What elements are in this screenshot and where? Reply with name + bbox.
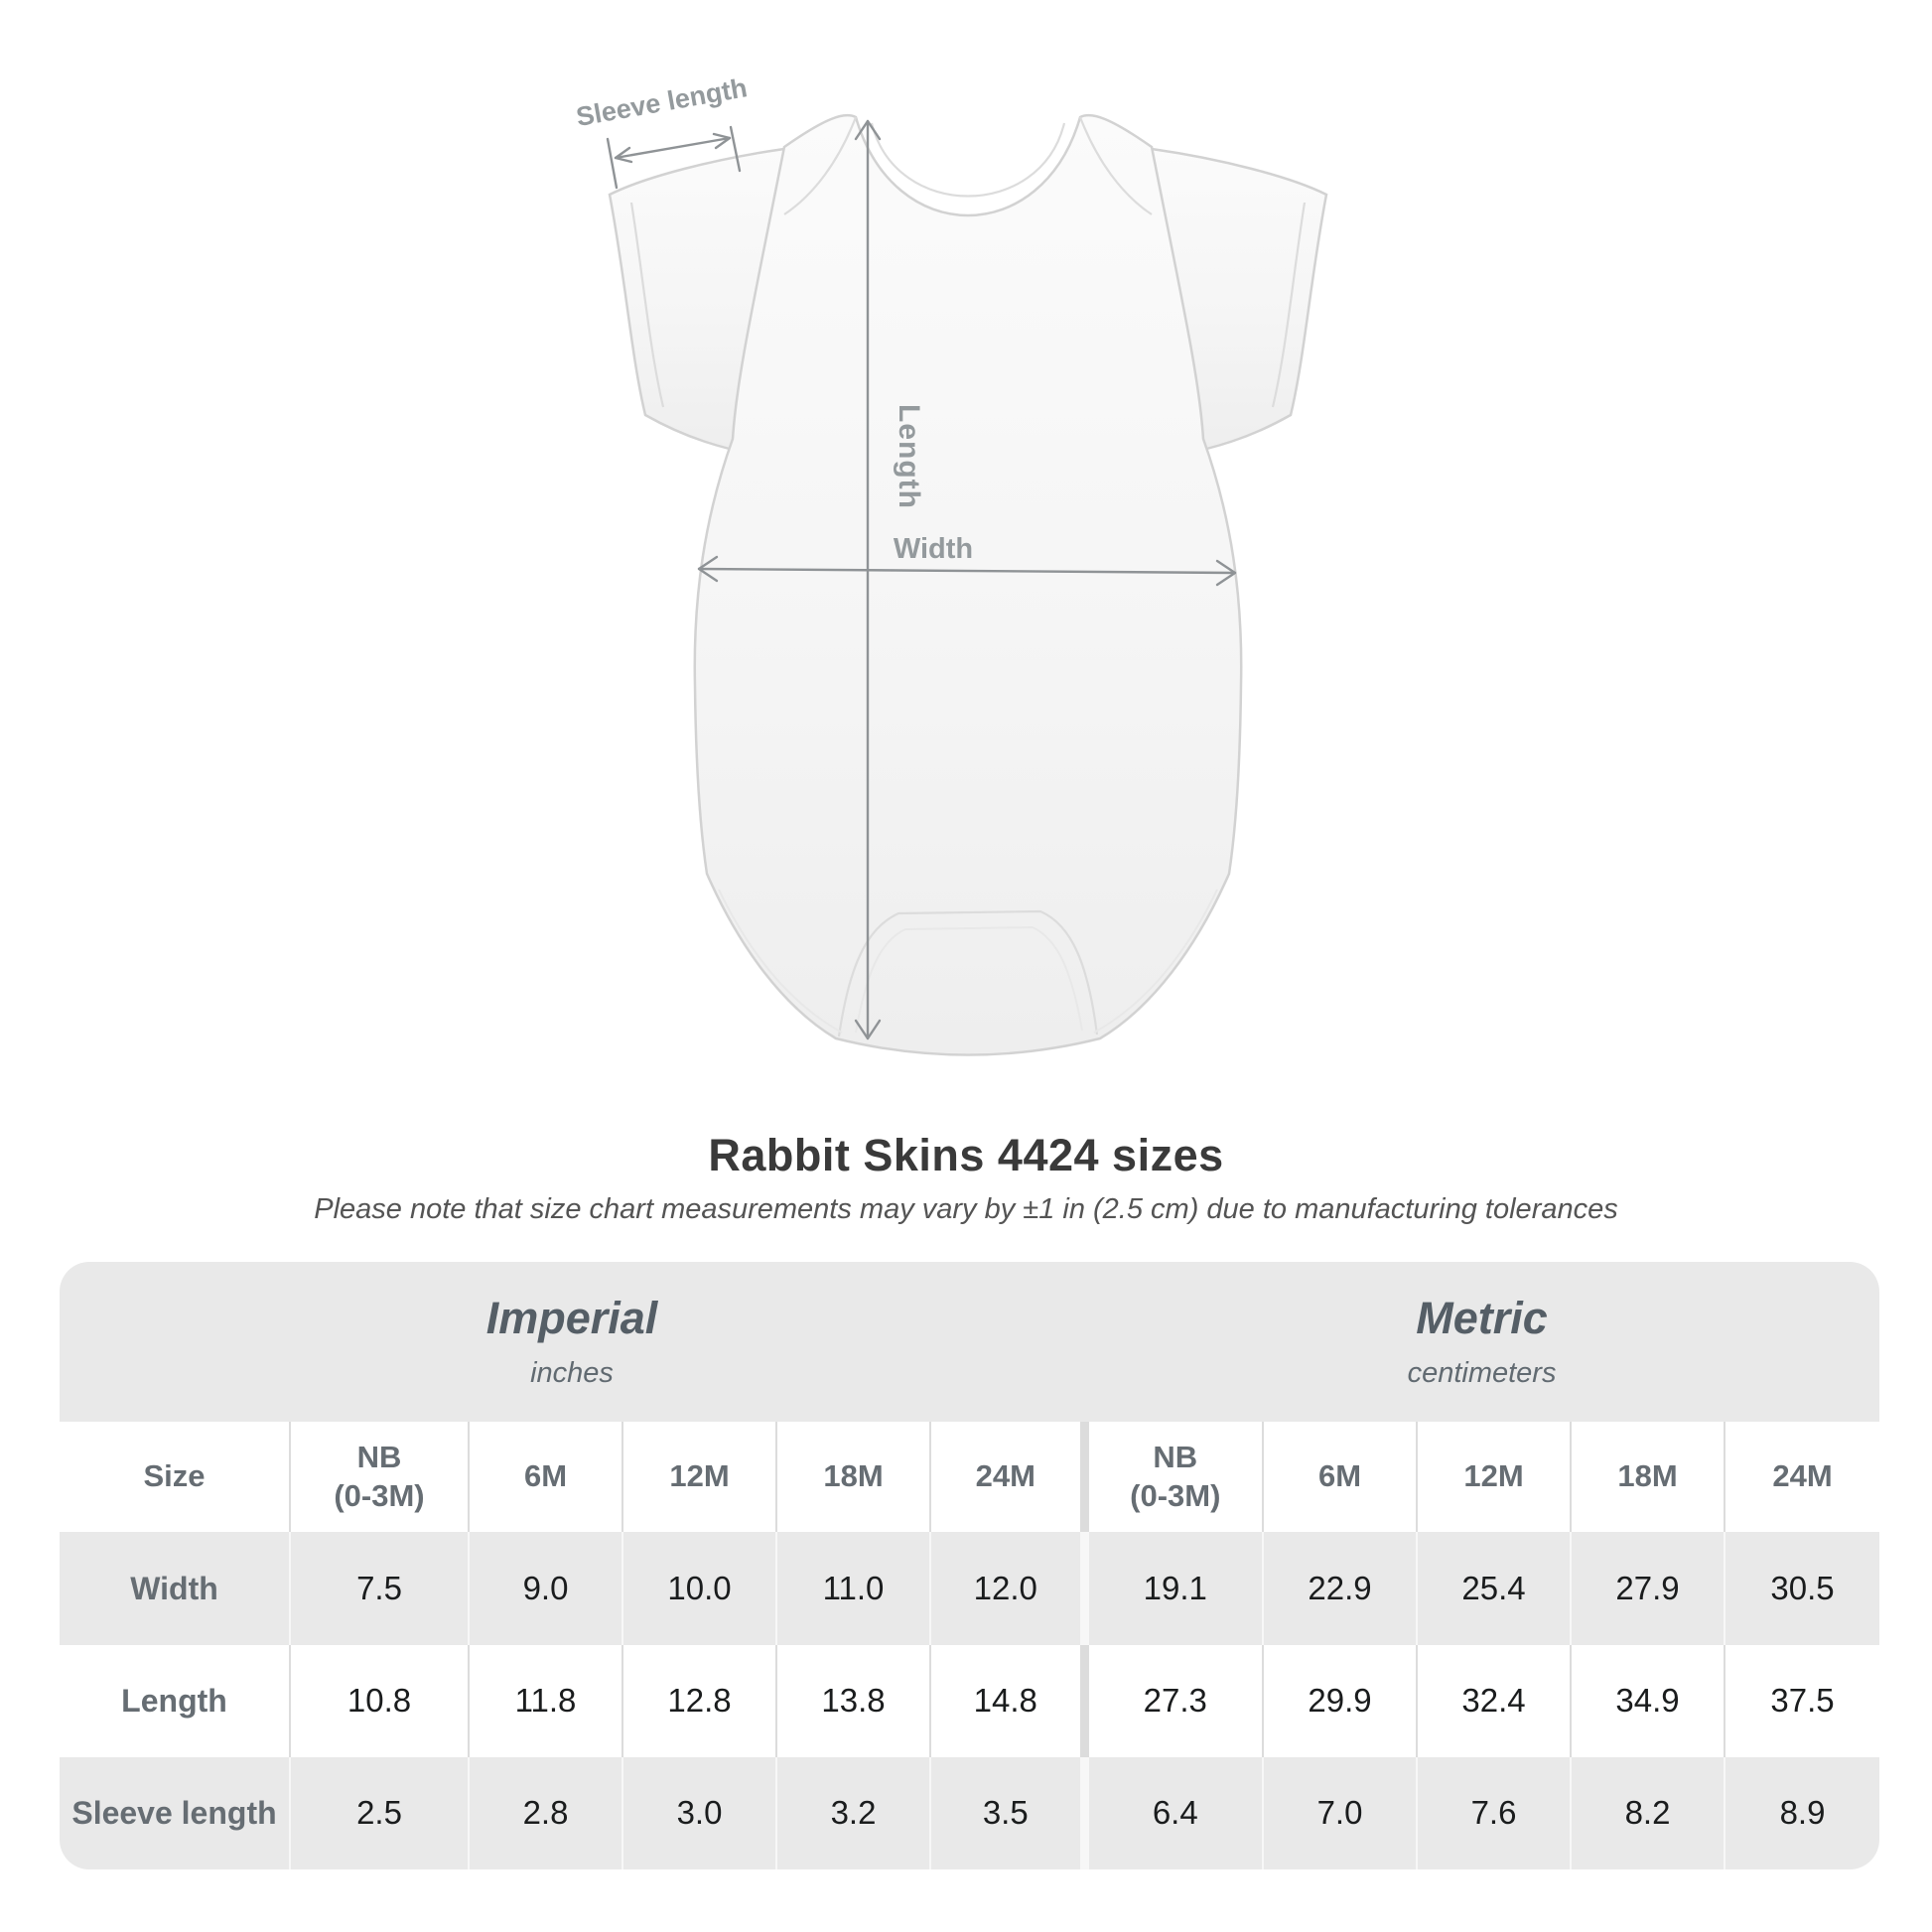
sleeve-arrowhead-left bbox=[614, 146, 633, 164]
left-lap-shoulder-seam bbox=[783, 116, 858, 215]
cell-value: 3.2 bbox=[775, 1756, 930, 1869]
column-header-row: Size NB (0-3M) 6M 12M 18M 24M N bbox=[60, 1422, 1879, 1533]
cell-value: 30.5 bbox=[1724, 1532, 1879, 1645]
column-header-line1: NB bbox=[356, 1440, 402, 1475]
column-header-24m-metric: 24M bbox=[1724, 1422, 1879, 1533]
column-header-nb-metric: NB (0-3M) bbox=[1079, 1422, 1264, 1533]
page-title: Rabbit Skins 4424 sizes bbox=[708, 1130, 1224, 1180]
cell-value: 7.5 bbox=[289, 1532, 469, 1645]
column-header-line1: 12M bbox=[669, 1458, 730, 1494]
cell-value: 11.8 bbox=[468, 1644, 622, 1757]
width-arrowhead-right bbox=[1215, 559, 1237, 587]
column-header-6m-imperial: 6M bbox=[468, 1422, 622, 1533]
cell-value: 2.5 bbox=[289, 1756, 469, 1869]
length-arrowhead-top bbox=[854, 119, 882, 141]
column-header-line1: 24M bbox=[975, 1458, 1035, 1494]
bodysuit-torso bbox=[693, 113, 1243, 1056]
cell-value: 27.3 bbox=[1079, 1644, 1264, 1757]
size-header: Size bbox=[60, 1422, 290, 1533]
sleeve-tick-right bbox=[729, 125, 742, 173]
cell-value: 9.0 bbox=[468, 1532, 622, 1645]
cell-value: 37.5 bbox=[1724, 1644, 1879, 1757]
metric-label: Metric bbox=[1416, 1293, 1548, 1344]
cell-value: 34.9 bbox=[1570, 1644, 1725, 1757]
column-header-18m-metric: 18M bbox=[1570, 1422, 1725, 1533]
left-leg-binding bbox=[718, 889, 843, 1034]
column-header-12m-imperial: 12M bbox=[621, 1422, 776, 1533]
size-table-grid: Imperial inches Metric centimeters Size … bbox=[60, 1262, 1879, 1869]
row-label: Length bbox=[60, 1644, 290, 1757]
metric-group-header: Metric centimeters bbox=[1084, 1262, 1879, 1423]
cell-value: 6.4 bbox=[1079, 1756, 1264, 1869]
left-cuff-seam bbox=[629, 202, 665, 408]
sleeve-dimension-line bbox=[614, 136, 732, 160]
column-header-line1: 24M bbox=[1772, 1458, 1833, 1494]
cell-value: 13.8 bbox=[775, 1644, 930, 1757]
cell-value: 2.8 bbox=[468, 1756, 622, 1869]
tolerance-note: Please note that size chart measurements… bbox=[314, 1193, 1618, 1225]
table-row-length: Length 10.8 11.8 12.8 13.8 14.8 27.3 29.… bbox=[60, 1644, 1879, 1757]
cell-value: 8.2 bbox=[1570, 1756, 1725, 1869]
cell-value: 3.5 bbox=[928, 1756, 1085, 1869]
column-header-24m-imperial: 24M bbox=[928, 1422, 1085, 1533]
cell-value: 3.0 bbox=[621, 1756, 776, 1869]
row-label: Sleeve length bbox=[60, 1756, 290, 1869]
cell-value: 7.6 bbox=[1416, 1756, 1572, 1869]
cell-value: 14.8 bbox=[928, 1644, 1085, 1757]
length-label: Length bbox=[893, 404, 925, 509]
cell-value: 27.9 bbox=[1570, 1532, 1725, 1645]
column-header-line1: 18M bbox=[823, 1458, 884, 1494]
column-header-nb-imperial: NB (0-3M) bbox=[289, 1422, 469, 1533]
sleeve-tick-left bbox=[606, 137, 619, 190]
width-arrowhead-left bbox=[697, 555, 719, 583]
size-diagram: Sleeve length Length Width bbox=[574, 72, 1328, 1056]
imperial-unit: inches bbox=[530, 1356, 614, 1389]
column-header-line1: NB bbox=[1153, 1440, 1198, 1475]
column-header-line1: 18M bbox=[1617, 1458, 1678, 1494]
cell-value: 7.0 bbox=[1262, 1756, 1418, 1869]
row-label: Width bbox=[60, 1532, 290, 1645]
width-label: Width bbox=[894, 533, 973, 565]
metric-unit: centimeters bbox=[1407, 1356, 1557, 1389]
cell-value: 22.9 bbox=[1262, 1532, 1418, 1645]
cell-value: 8.9 bbox=[1724, 1756, 1879, 1869]
width-dimension-line bbox=[697, 567, 1237, 575]
right-lap-shoulder-seam bbox=[1078, 116, 1153, 215]
sleeve-length-label: Sleeve length bbox=[574, 72, 750, 132]
cell-value: 10.8 bbox=[289, 1644, 469, 1757]
onesie-illustration bbox=[608, 113, 1328, 1056]
snap-flap-seam bbox=[837, 909, 1099, 1037]
table-row-sleeve-length: Sleeve length 2.5 2.8 3.0 3.2 3.5 6.4 7.… bbox=[60, 1756, 1879, 1869]
length-arrowhead-bottom bbox=[854, 1019, 882, 1040]
right-cuff-seam bbox=[1271, 202, 1307, 408]
cell-value: 10.0 bbox=[621, 1532, 776, 1645]
column-header-18m-imperial: 18M bbox=[775, 1422, 930, 1533]
column-header-line2: (0-3M) bbox=[334, 1477, 425, 1513]
cell-value: 29.9 bbox=[1262, 1644, 1418, 1757]
cell-value: 19.1 bbox=[1079, 1532, 1264, 1645]
neckband-seam bbox=[870, 122, 1066, 198]
sleeve-arrowhead-right bbox=[712, 132, 732, 150]
size-table: Imperial inches Metric centimeters Size … bbox=[60, 1262, 1879, 1869]
cell-value: 11.0 bbox=[775, 1532, 930, 1645]
unit-group-row: Imperial inches Metric centimeters bbox=[60, 1262, 1879, 1423]
cell-value: 32.4 bbox=[1416, 1644, 1572, 1757]
cell-value: 12.8 bbox=[621, 1644, 776, 1757]
cell-value: 12.0 bbox=[928, 1532, 1085, 1645]
table-row-width: Width 7.5 9.0 10.0 11.0 12.0 19.1 22.9 2… bbox=[60, 1532, 1879, 1645]
imperial-label: Imperial bbox=[485, 1293, 658, 1344]
column-header-6m-metric: 6M bbox=[1262, 1422, 1418, 1533]
column-header-line1: 6M bbox=[1317, 1458, 1362, 1494]
cell-value: 25.4 bbox=[1416, 1532, 1572, 1645]
right-leg-binding bbox=[1093, 889, 1218, 1034]
column-header-line1: 12M bbox=[1463, 1458, 1524, 1494]
column-header-line2: (0-3M) bbox=[1130, 1477, 1221, 1513]
column-header-12m-metric: 12M bbox=[1416, 1422, 1572, 1533]
column-header-line1: 6M bbox=[523, 1458, 568, 1494]
imperial-group-header: Imperial inches bbox=[60, 1262, 1085, 1423]
